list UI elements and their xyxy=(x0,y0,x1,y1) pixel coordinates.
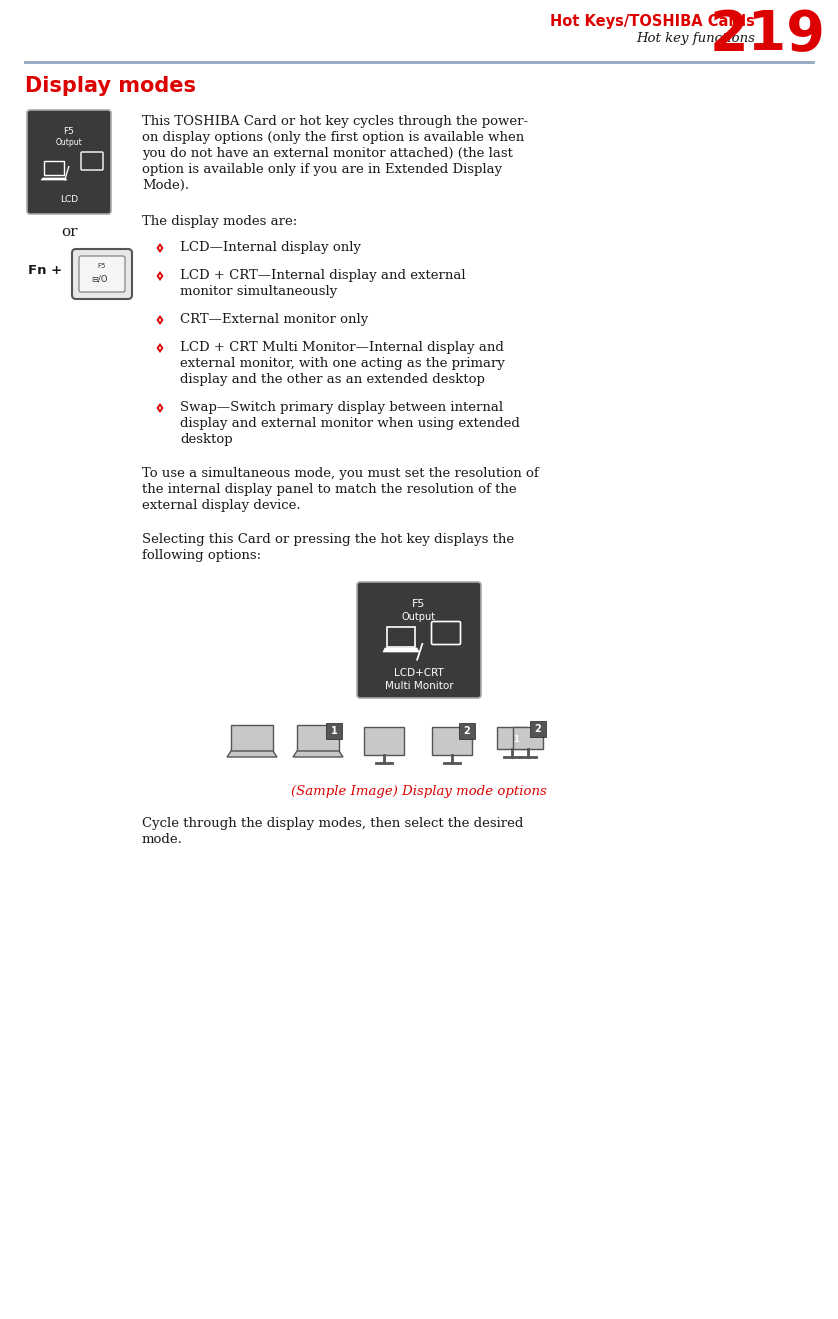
Polygon shape xyxy=(158,318,161,322)
Text: F5: F5 xyxy=(64,127,75,136)
Text: the internal display panel to match the resolution of the: the internal display panel to match the … xyxy=(142,483,516,496)
Polygon shape xyxy=(157,404,163,413)
Text: Mode).: Mode). xyxy=(142,179,189,193)
Text: option is available only if you are in Extended Display: option is available only if you are in E… xyxy=(142,164,502,175)
FancyBboxPatch shape xyxy=(27,109,111,214)
Text: This TOSHIBA Card or hot key cycles through the power-: This TOSHIBA Card or hot key cycles thro… xyxy=(142,115,528,128)
Text: display and external monitor when using extended: display and external monitor when using … xyxy=(180,417,520,430)
Polygon shape xyxy=(227,751,277,757)
Text: LCD + CRT—Internal display and external: LCD + CRT—Internal display and external xyxy=(180,269,466,282)
Text: CRT—External monitor only: CRT—External monitor only xyxy=(180,313,368,326)
Text: The display modes are:: The display modes are: xyxy=(142,215,297,228)
Polygon shape xyxy=(293,751,343,757)
FancyBboxPatch shape xyxy=(81,152,103,170)
Text: LCD—Internal display only: LCD—Internal display only xyxy=(180,241,361,255)
Text: F5: F5 xyxy=(412,599,426,609)
Text: Hot Keys/TOSHIBA Cards: Hot Keys/TOSHIBA Cards xyxy=(550,15,755,29)
Text: 1: 1 xyxy=(331,725,338,736)
Text: Multi Monitor: Multi Monitor xyxy=(385,681,453,691)
FancyBboxPatch shape xyxy=(432,621,461,645)
Text: To use a simultaneous mode, you must set the resolution of: To use a simultaneous mode, you must set… xyxy=(142,467,539,480)
Polygon shape xyxy=(157,243,163,253)
Text: monitor simultaneously: monitor simultaneously xyxy=(180,285,337,298)
Text: Selecting this Card or pressing the hot key displays the: Selecting this Card or pressing the hot … xyxy=(142,533,515,546)
Polygon shape xyxy=(158,247,161,249)
Text: external monitor, with one acting as the primary: external monitor, with one acting as the… xyxy=(180,357,504,371)
Text: desktop: desktop xyxy=(180,433,233,446)
Text: Display modes: Display modes xyxy=(25,77,196,96)
FancyBboxPatch shape xyxy=(387,627,415,648)
Text: following options:: following options: xyxy=(142,549,261,562)
FancyBboxPatch shape xyxy=(44,161,64,175)
Text: LCD+CRT: LCD+CRT xyxy=(394,667,444,678)
Text: /: / xyxy=(65,165,70,183)
FancyBboxPatch shape xyxy=(231,725,273,751)
FancyBboxPatch shape xyxy=(513,727,543,749)
Text: (Sample Image) Display mode options: (Sample Image) Display mode options xyxy=(291,785,547,798)
Text: LCD + CRT Multi Monitor—Internal display and: LCD + CRT Multi Monitor—Internal display… xyxy=(180,342,504,353)
Text: Swap—Switch primary display between internal: Swap—Switch primary display between inte… xyxy=(180,401,503,414)
Text: Output: Output xyxy=(402,612,436,623)
Text: on display options (only the first option is available when: on display options (only the first optio… xyxy=(142,131,525,144)
Text: Hot key functions: Hot key functions xyxy=(636,32,755,45)
FancyBboxPatch shape xyxy=(497,727,527,749)
Polygon shape xyxy=(157,270,163,281)
Text: ⊟/O: ⊟/O xyxy=(91,274,107,284)
FancyBboxPatch shape xyxy=(297,725,339,751)
Text: display and the other as an extended desktop: display and the other as an extended des… xyxy=(180,373,485,386)
FancyBboxPatch shape xyxy=(357,582,481,698)
Text: Output: Output xyxy=(55,138,82,146)
FancyBboxPatch shape xyxy=(530,721,546,737)
Text: /: / xyxy=(416,642,424,662)
Text: F5: F5 xyxy=(97,262,106,269)
Text: you do not have an external monitor attached) (the last: you do not have an external monitor atta… xyxy=(142,146,513,160)
Text: 1: 1 xyxy=(513,735,519,744)
FancyBboxPatch shape xyxy=(326,723,342,739)
Polygon shape xyxy=(157,343,163,353)
Text: 219: 219 xyxy=(709,8,825,62)
Polygon shape xyxy=(383,648,419,652)
FancyBboxPatch shape xyxy=(79,256,125,291)
Polygon shape xyxy=(158,347,161,350)
Polygon shape xyxy=(158,406,161,410)
FancyBboxPatch shape xyxy=(459,723,475,739)
FancyBboxPatch shape xyxy=(72,249,132,299)
Text: 2: 2 xyxy=(463,725,470,736)
Text: 2: 2 xyxy=(535,724,541,733)
FancyBboxPatch shape xyxy=(432,727,472,754)
Text: Fn +: Fn + xyxy=(28,264,62,277)
Polygon shape xyxy=(158,274,161,278)
FancyBboxPatch shape xyxy=(364,727,404,754)
Polygon shape xyxy=(41,178,67,179)
Text: or: or xyxy=(60,226,77,239)
Text: mode.: mode. xyxy=(142,834,183,845)
Text: LCD: LCD xyxy=(60,195,78,204)
Text: external display device.: external display device. xyxy=(142,499,301,512)
Polygon shape xyxy=(157,315,163,324)
Text: Cycle through the display modes, then select the desired: Cycle through the display modes, then se… xyxy=(142,816,524,830)
